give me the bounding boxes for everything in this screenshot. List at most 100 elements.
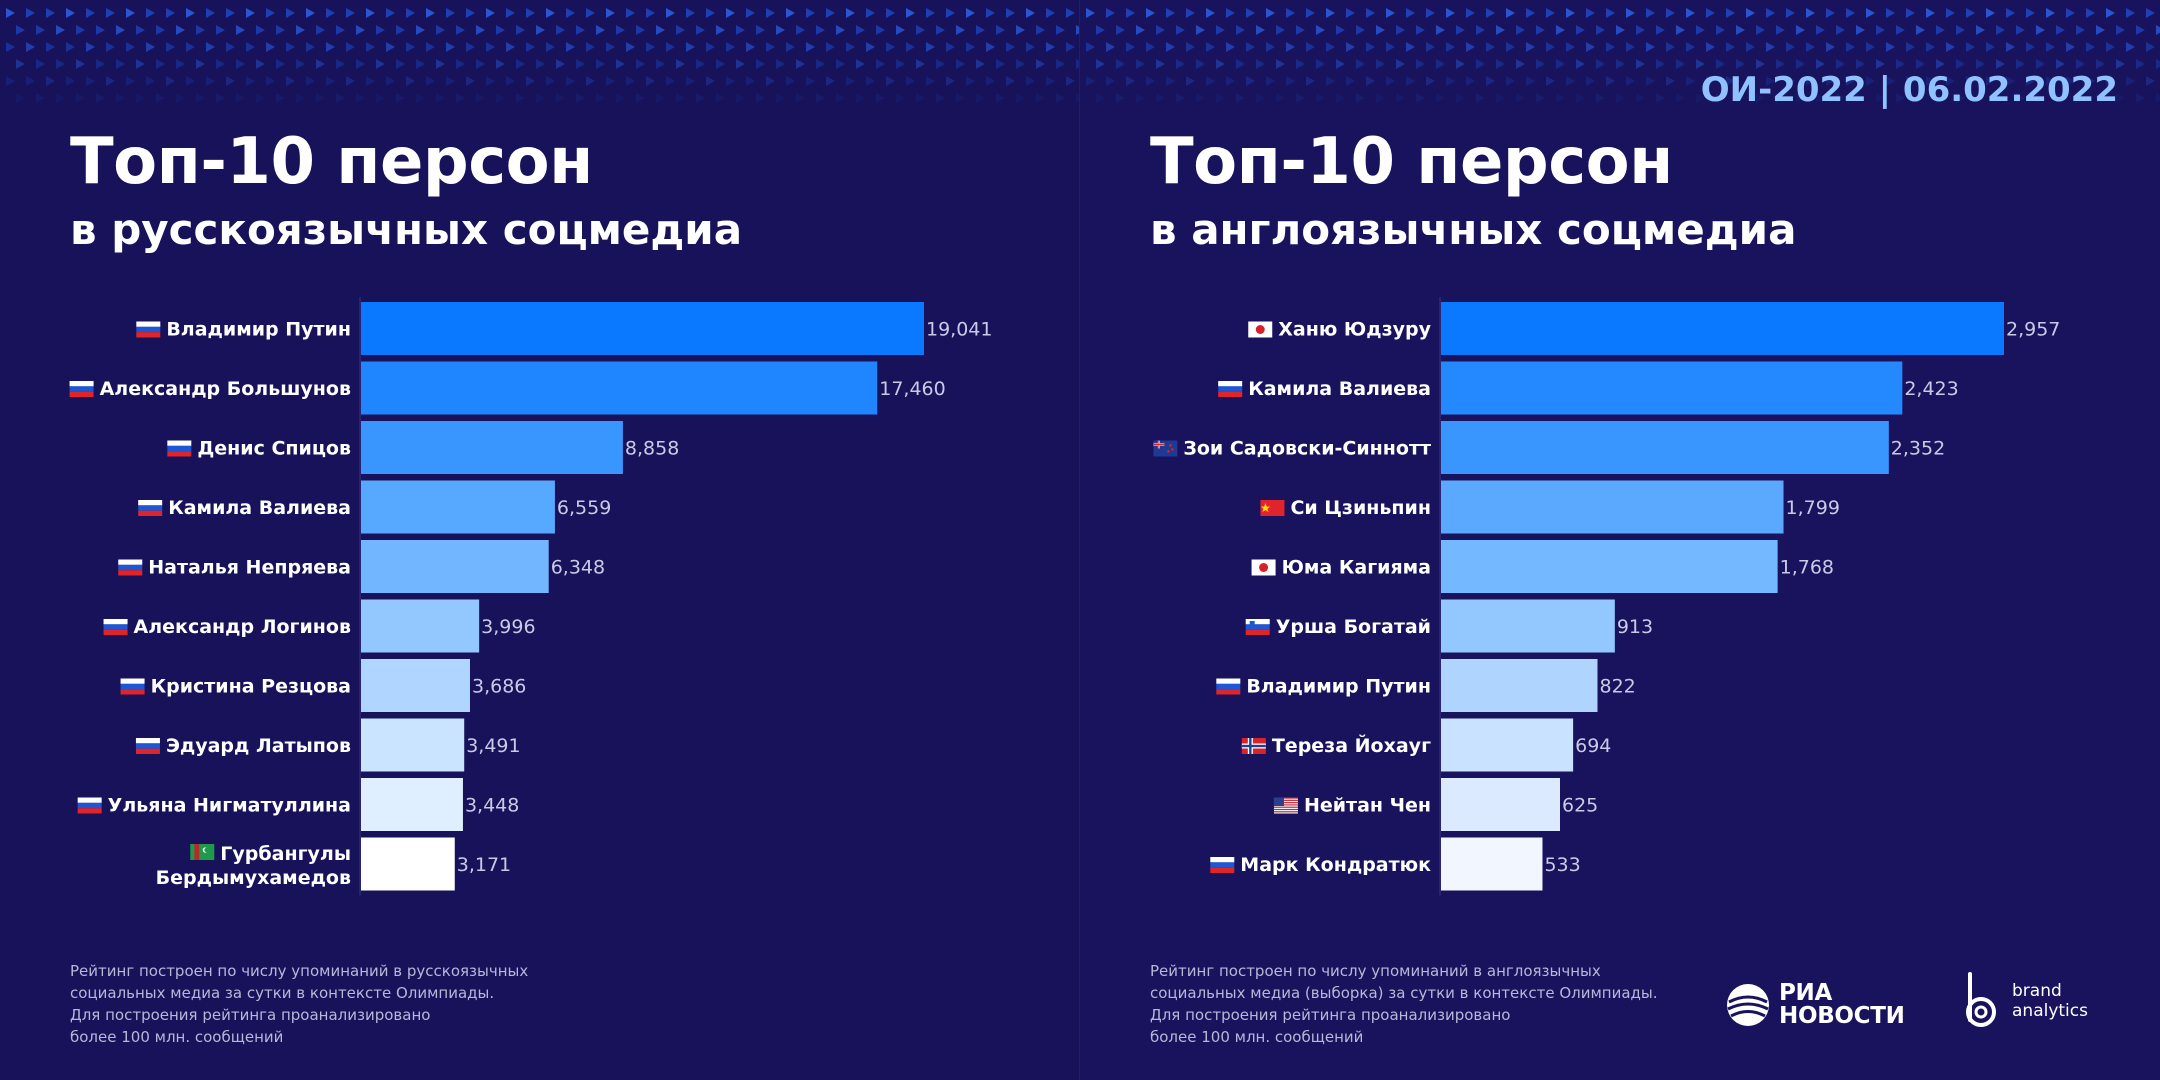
pattern-triangle: [1676, 59, 1685, 69]
pattern-triangle: [666, 8, 675, 18]
pattern-triangle: [1686, 42, 1695, 52]
pattern-triangle: [406, 76, 415, 86]
pattern-triangle: [976, 93, 985, 103]
subtitle-left: в русскоязычных соцмедиа: [70, 205, 743, 254]
pattern-triangle: [2106, 8, 2115, 18]
pattern-triangle: [1436, 25, 1445, 35]
pattern-triangle: [1166, 42, 1175, 52]
pattern-triangle: [2156, 93, 2160, 103]
pattern-triangle: [946, 42, 955, 52]
pattern-triangle: [386, 42, 395, 52]
pattern-triangle: [156, 25, 165, 35]
pattern-triangle: [1706, 42, 1715, 52]
pattern-triangle: [1106, 42, 1115, 52]
pattern-triangle: [1536, 25, 1545, 35]
pattern-triangle: [476, 93, 485, 103]
pattern-triangle: [1646, 42, 1655, 52]
pattern-triangle: [886, 8, 895, 18]
pattern-triangle: [1526, 76, 1535, 86]
value-label: 1,768: [1780, 557, 1834, 579]
pattern-triangle: [916, 93, 925, 103]
pattern-triangle: [196, 59, 205, 69]
pattern-triangle: [1116, 59, 1125, 69]
pattern-triangle: [766, 42, 775, 52]
pattern-triangle: [2136, 25, 2145, 35]
pattern-triangle: [1766, 76, 1775, 86]
pattern-triangle: [1466, 8, 1475, 18]
pattern-triangle: [1876, 59, 1885, 69]
pattern-triangle: [306, 8, 315, 18]
pattern-triangle: [716, 25, 725, 35]
category-label: Урша Богатай: [1276, 616, 1431, 638]
pattern-triangle: [1186, 42, 1195, 52]
pattern-triangle: [1656, 93, 1665, 103]
pattern-triangle: [596, 93, 605, 103]
pattern-triangle: [816, 25, 825, 35]
pattern-triangle: [176, 93, 185, 103]
pattern-triangle: [1546, 76, 1555, 86]
pattern-triangle: [1596, 93, 1605, 103]
pattern-triangle: [1606, 76, 1615, 86]
pattern-triangle: [1886, 8, 1895, 18]
pattern-triangle: [676, 93, 685, 103]
pattern-triangle: [476, 25, 485, 35]
pattern-triangle: [936, 25, 945, 35]
pattern-triangle: [936, 59, 945, 69]
pattern-triangle: [2006, 8, 2015, 18]
pattern-triangle: [876, 93, 885, 103]
pattern-triangle: [1756, 25, 1765, 35]
pattern-triangle: [1696, 93, 1705, 103]
pattern-triangle: [496, 93, 505, 103]
pattern-triangle: [1716, 93, 1725, 103]
pattern-triangle: [1896, 59, 1905, 69]
pattern-triangle: [1846, 8, 1855, 18]
pattern-triangle: [56, 93, 65, 103]
pattern-triangle: [1136, 25, 1145, 35]
value-label: 3,171: [457, 854, 511, 876]
category-label: Денис Спицов: [197, 438, 351, 460]
pattern-triangle: [2156, 25, 2160, 35]
pattern-triangle: [526, 42, 535, 52]
pattern-triangle: [1456, 25, 1465, 35]
pattern-triangle: [1846, 42, 1855, 52]
pattern-triangle: [1196, 25, 1205, 35]
pattern-triangle: [1776, 59, 1785, 69]
footnote-line: Рейтинг построен по числу упоминаний в а…: [1150, 962, 1601, 980]
pattern-triangle: [206, 76, 215, 86]
pattern-triangle: [2146, 42, 2155, 52]
pattern-triangle: [946, 76, 955, 86]
pattern-triangle: [256, 59, 265, 69]
pattern-triangle: [756, 93, 765, 103]
pattern-triangle: [286, 42, 295, 52]
pattern-triangle: [466, 42, 475, 52]
pattern-triangle: [1876, 93, 1885, 103]
pattern-triangle: [1276, 25, 1285, 35]
pattern-triangle: [1046, 76, 1055, 86]
pattern-triangle: [1936, 25, 1945, 35]
pattern-triangle: [1906, 42, 1915, 52]
pattern-triangle: [1136, 93, 1145, 103]
pattern-triangle: [1936, 93, 1945, 103]
pattern-triangle: [686, 8, 695, 18]
pattern-triangle: [1676, 25, 1685, 35]
pattern-triangle: [416, 93, 425, 103]
footnote-line: социальных медиа за сутки в контексте Ол…: [70, 984, 495, 1002]
title-right: Топ-10 персон: [1150, 125, 1673, 199]
pattern-triangle: [1366, 76, 1375, 86]
pattern-triangle: [1306, 76, 1315, 86]
pattern-triangle: [586, 76, 595, 86]
pattern-triangle: [126, 42, 135, 52]
pattern-triangle: [1096, 93, 1105, 103]
value-label: 3,448: [465, 795, 519, 817]
pattern-triangle: [616, 25, 625, 35]
pattern-triangle: [856, 59, 865, 69]
pattern-triangle: [476, 59, 485, 69]
value-label: 913: [1617, 616, 1653, 638]
pattern-triangle: [1046, 42, 1055, 52]
pattern-triangle: [1036, 93, 1045, 103]
flag-icon-ru: [69, 381, 94, 397]
pattern-triangle: [516, 93, 525, 103]
pattern-triangle: [1656, 25, 1665, 35]
pattern-triangle: [186, 42, 195, 52]
pattern-triangle: [1816, 59, 1825, 69]
